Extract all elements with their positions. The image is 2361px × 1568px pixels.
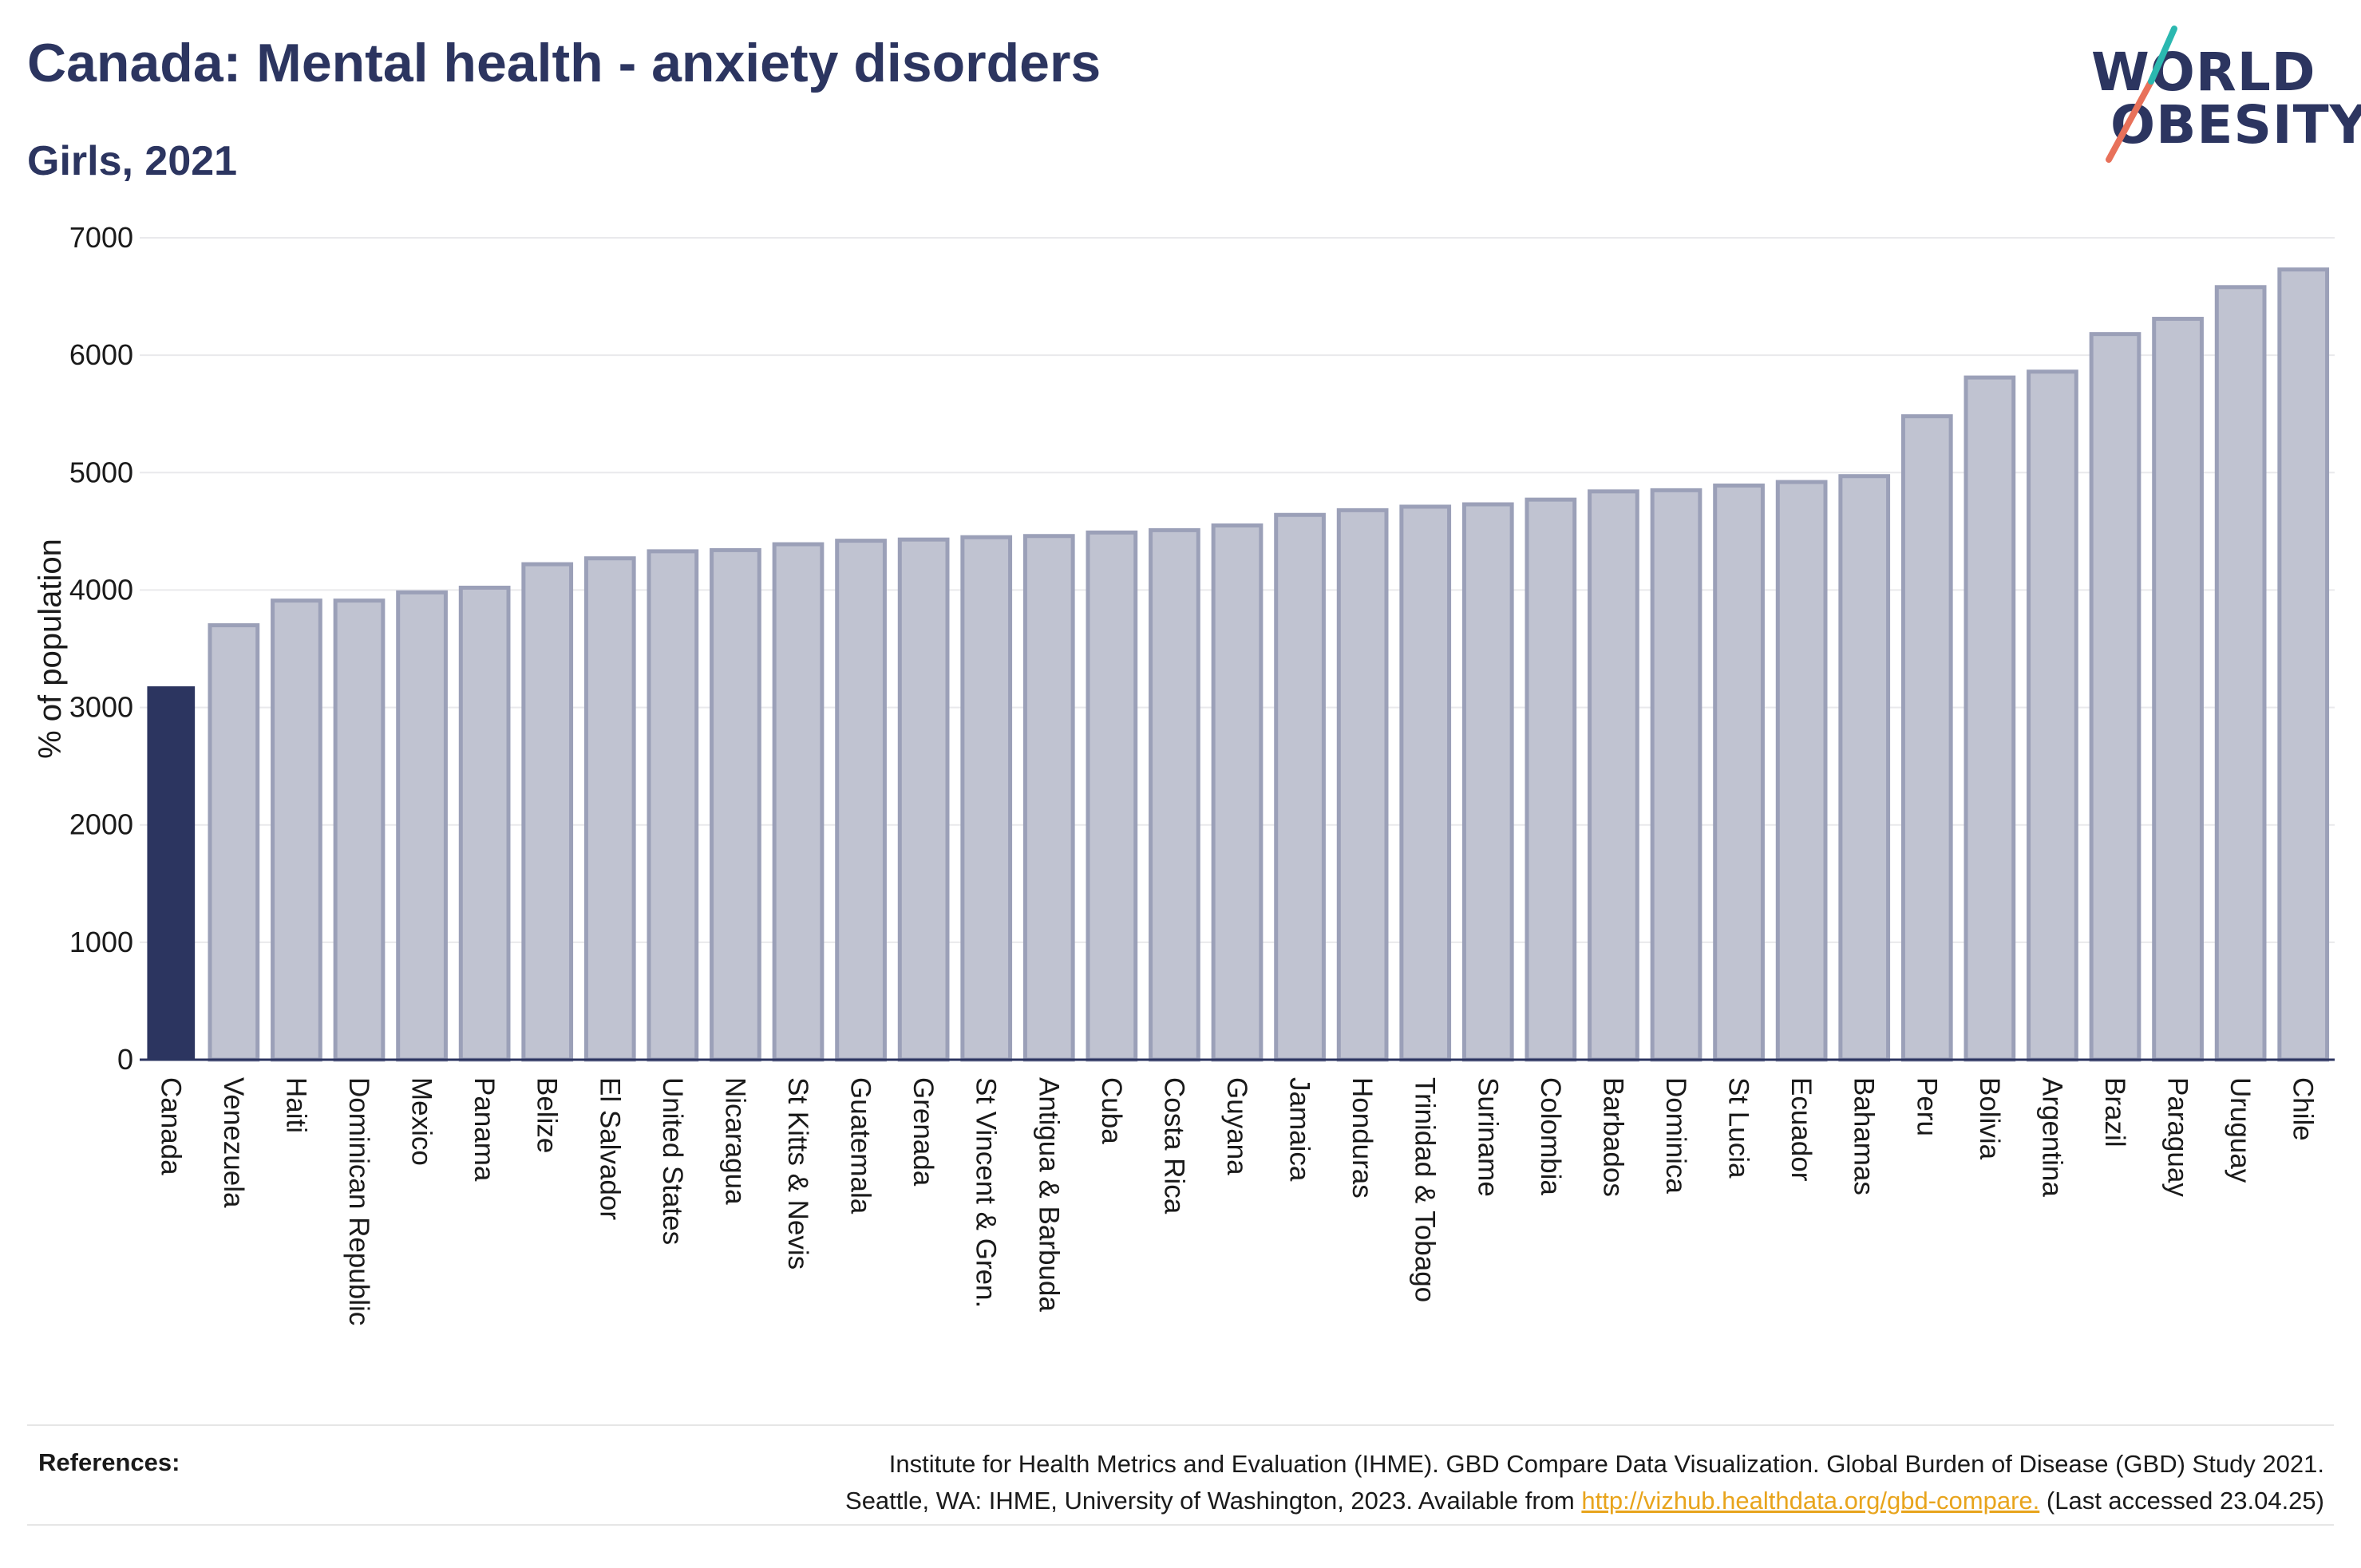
- logo-slash-teal: [2148, 26, 2177, 85]
- bar: [1211, 523, 1264, 1062]
- x-category-label: Dominican Republic: [343, 1077, 374, 1325]
- bar: [2152, 317, 2204, 1062]
- x-category-label: Haiti: [280, 1077, 311, 1133]
- reference-line-2-suffix: (Last accessed 23.04.25): [2046, 1487, 2324, 1515]
- x-category-label: Mexico: [406, 1077, 437, 1166]
- chart-subtitle: Girls, 2021: [27, 138, 238, 184]
- x-category-label: Argentina: [2036, 1077, 2067, 1197]
- y-tick-label: 3000: [69, 691, 133, 724]
- bar: [1086, 530, 1138, 1062]
- bar: [835, 539, 887, 1062]
- x-category-label: Colombia: [1535, 1077, 1566, 1195]
- y-tick-label: 4000: [69, 573, 133, 606]
- bar: [897, 537, 950, 1062]
- bar: [960, 535, 1013, 1062]
- world-obesity-logo: WORLD OBESITY: [2075, 24, 2361, 168]
- gbd-compare-link[interactable]: http://vizhub.healthdata.org/gbd-compare…: [1581, 1487, 2040, 1515]
- bar: [1775, 480, 1828, 1062]
- bar: [208, 623, 260, 1062]
- logo-slash-coral: [2106, 78, 2154, 163]
- x-category-label: St Lucia: [1723, 1077, 1754, 1179]
- references-bottom-divider: [27, 1524, 2334, 1526]
- x-category-label: Suriname: [1472, 1077, 1503, 1197]
- bar: [1588, 489, 1639, 1062]
- x-category-label: Uruguay: [2225, 1077, 2256, 1183]
- bar: [1838, 474, 1891, 1062]
- x-category-label: Paraguay: [2162, 1077, 2193, 1197]
- bar: [1399, 504, 1452, 1062]
- y-tick-label: 5000: [69, 456, 133, 488]
- reference-line-2-prefix: Seattle, WA: IHME, University of Washing…: [845, 1487, 1575, 1515]
- x-category-label: Ecuador: [1786, 1077, 1817, 1182]
- x-category-label: Bolivia: [1974, 1077, 2005, 1160]
- bar: [2027, 369, 2078, 1062]
- x-category-label: Canada: [155, 1077, 186, 1175]
- x-category-label: St Vincent & Gren.: [971, 1077, 1002, 1308]
- x-category-label: Jamaica: [1284, 1077, 1315, 1182]
- x-category-label: Chile: [2288, 1077, 2319, 1141]
- bar: [2089, 332, 2142, 1062]
- x-category-label: Belize: [532, 1077, 563, 1153]
- bar: [772, 542, 825, 1062]
- bar: [521, 562, 574, 1062]
- bar: [1900, 414, 1953, 1062]
- x-category-label: Nicaragua: [719, 1077, 750, 1205]
- bar: [647, 549, 699, 1062]
- bar: [1149, 527, 1200, 1062]
- bar: [1650, 488, 1703, 1062]
- x-category-label: Costa Rica: [1158, 1077, 1189, 1215]
- references-label: References:: [38, 1448, 180, 1476]
- x-category-label: Barbados: [1597, 1077, 1628, 1197]
- x-category-label: United States: [657, 1077, 688, 1245]
- x-category-label: Honduras: [1347, 1077, 1378, 1199]
- x-category-label: Trinidad & Tobago: [1410, 1077, 1441, 1302]
- x-category-label: Cuba: [1096, 1077, 1127, 1144]
- x-category-label: Brazil: [2099, 1077, 2130, 1147]
- logo-text-world: WORLD: [2091, 41, 2316, 103]
- bar: [271, 598, 322, 1062]
- bar: [1461, 502, 1514, 1062]
- bar: [2277, 267, 2330, 1062]
- bar: [1022, 534, 1075, 1062]
- chart-title: Canada: Mental health - anxiety disorder…: [27, 33, 1101, 93]
- bar-chart: 0 1000 2000 3000 4000 5000 6000 7000 Canada Venez…: [33, 221, 2335, 1325]
- x-category-label: Dominica: [1660, 1077, 1691, 1194]
- bar: [1336, 508, 1389, 1062]
- bar: [583, 556, 636, 1062]
- bar: [333, 598, 386, 1062]
- x-category-label: Bahamas: [1849, 1077, 1880, 1195]
- x-category-label: Guyana: [1221, 1077, 1252, 1175]
- x-category-label: El Salvador: [594, 1077, 625, 1220]
- x-category-label: Guatemala: [845, 1077, 876, 1215]
- bar-highlight: [147, 686, 196, 1060]
- bar: [1964, 375, 2016, 1062]
- reference-line-2: Seattle, WA: IHME, University of Washing…: [409, 1483, 2324, 1519]
- references-top-divider: [27, 1424, 2334, 1426]
- x-category-label: Grenada: [908, 1077, 939, 1187]
- y-axis-label: % of population: [33, 539, 68, 759]
- references-text: Institute for Health Metrics and Evaluat…: [409, 1446, 2324, 1519]
- bar: [458, 585, 511, 1062]
- y-tick-label: 7000: [69, 221, 133, 254]
- x-category-label: Antigua & Barbuda: [1033, 1077, 1064, 1312]
- y-tick-label: 1000: [69, 926, 133, 958]
- logo-slash-icon: [2106, 26, 2177, 163]
- y-tick-label: 6000: [69, 338, 133, 371]
- logo-text-obesity: OBESITY: [2110, 94, 2361, 156]
- y-tick-label: 2000: [69, 808, 133, 841]
- x-category-label: Venezuela: [218, 1077, 249, 1208]
- bar: [1274, 512, 1326, 1062]
- x-category-label: St Kitts & Nevis: [782, 1077, 813, 1270]
- y-tick-label: 0: [117, 1043, 133, 1076]
- bar: [1713, 483, 1765, 1062]
- bar: [2214, 285, 2267, 1062]
- bar: [710, 547, 761, 1062]
- bar: [1525, 497, 1577, 1062]
- x-category-label: Peru: [1911, 1077, 1942, 1136]
- bar: [396, 590, 448, 1062]
- reference-line-1: Institute for Health Metrics and Evaluat…: [888, 1450, 2324, 1478]
- x-category-label: Panama: [469, 1077, 500, 1182]
